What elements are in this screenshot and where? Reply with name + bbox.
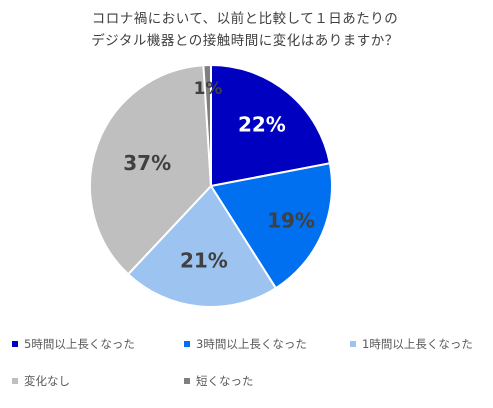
legend-item-no-change: 変化なし [12, 373, 70, 389]
pie-slice-3h [209, 162, 333, 290]
legend: 5時間以上長くなった 3時間以上長くなった 1時間以上長くなった 変化なし 短く… [0, 333, 493, 393]
chart-title-line-1: コロナ禍において、以前と比較して１日あたりの [91, 11, 399, 27]
chart-title-line-2: デジタル機器との接触時間に変化はありますか？ [91, 33, 399, 49]
legend-swatch-3h [184, 341, 190, 347]
data-label-shorter: 1% [194, 79, 223, 99]
data-label-5h: 22% [238, 113, 286, 137]
chart-title: コロナ禍において、以前と比較して１日あたりの デジタル機器との接触時間に変化はあ… [10, 8, 480, 52]
legend-swatch-no-change [12, 378, 18, 384]
pie-slice-no-change [89, 64, 213, 276]
data-label-no-change: 37% [123, 151, 171, 175]
legend-item-5h: 5時間以上長くなった [12, 336, 135, 352]
legend-label-1h: 1時間以上長くなった [362, 337, 473, 351]
data-label-1h: 21% [180, 249, 228, 273]
legend-item-3h: 3時間以上長くなった [184, 336, 307, 352]
legend-label-5h: 5時間以上長くなった [24, 337, 135, 351]
legend-swatch-shorter [184, 378, 190, 384]
pie-slice-1h [126, 184, 278, 308]
legend-item-shorter: 短くなった [184, 373, 254, 389]
pie-slice-5h [210, 63, 332, 188]
pie-slice-shorter [202, 63, 212, 187]
legend-swatch-1h [350, 341, 356, 347]
data-label-3h: 19% [267, 209, 315, 233]
legend-label-no-change: 変化なし [24, 374, 70, 388]
legend-label-shorter: 短くなった [196, 374, 254, 388]
legend-item-1h: 1時間以上長くなった [350, 336, 473, 352]
legend-label-3h: 3時間以上長くなった [196, 337, 307, 351]
pie-chart: 22% 19% 21% 37% 1% [89, 63, 333, 308]
legend-swatch-5h [12, 341, 18, 347]
